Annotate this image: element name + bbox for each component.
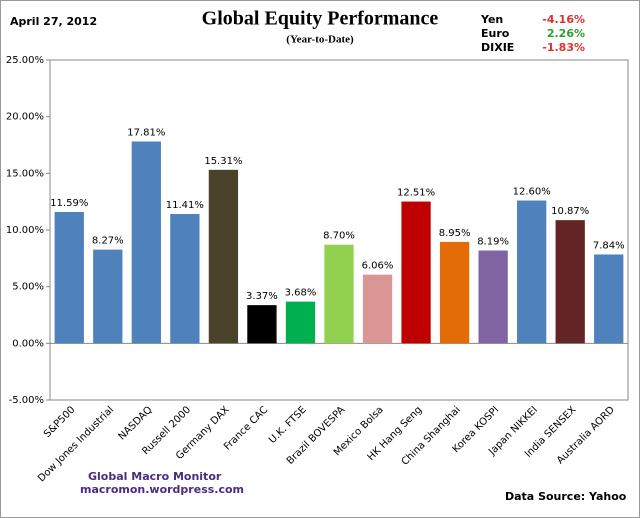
y-tick-label: 15.00%	[6, 168, 44, 179]
bar	[478, 250, 508, 344]
value-label: 11.59%	[50, 198, 88, 209]
value-label: 3.68%	[285, 288, 317, 299]
date: April 27, 2012	[10, 15, 97, 28]
value-label: 3.37%	[246, 291, 278, 302]
bar	[54, 211, 84, 344]
value-label: 8.70%	[323, 231, 355, 242]
bar	[285, 301, 316, 344]
currency-value: -1.83%	[542, 41, 585, 54]
currency-value: -4.16%	[542, 13, 585, 26]
currency-name: DIXIE	[481, 41, 514, 54]
bar	[555, 220, 585, 344]
y-tick-label: 20.00%	[6, 112, 44, 123]
bar	[170, 214, 200, 344]
value-label: 8.27%	[92, 236, 124, 247]
value-label: 8.95%	[439, 228, 471, 239]
value-label: 12.51%	[397, 188, 435, 199]
footer-url: macromon.wordpress.com	[80, 483, 244, 496]
bar	[439, 241, 470, 344]
currency-value: 2.26%	[547, 27, 585, 40]
bar	[517, 200, 547, 344]
bar	[324, 244, 354, 344]
footer-source: Global Macro Monitor	[88, 470, 222, 483]
currency-name: Euro	[481, 27, 510, 40]
value-label: 6.06%	[362, 261, 394, 272]
value-label: 8.19%	[477, 237, 509, 248]
bar	[131, 141, 161, 344]
y-tick-label: 25.00%	[6, 55, 44, 66]
data-source: Data Source: Yahoo	[505, 490, 627, 503]
bar	[362, 274, 393, 344]
y-tick-label: 5.00%	[12, 282, 44, 293]
value-label: 17.81%	[127, 127, 165, 138]
bar	[401, 201, 431, 344]
value-label: 10.87%	[551, 206, 589, 217]
y-tick-label: -5.00%	[9, 395, 44, 406]
value-label: 12.60%	[513, 187, 551, 198]
y-tick-label: 0.00%	[12, 338, 44, 349]
bar	[208, 169, 239, 344]
bar	[93, 249, 123, 344]
y-tick-label: 10.00%	[6, 225, 44, 236]
value-label: 11.41%	[166, 200, 204, 211]
bar	[247, 305, 277, 344]
value-label: 7.84%	[593, 240, 625, 251]
value-label: 15.31%	[204, 156, 242, 167]
currency-name: Yen	[480, 13, 503, 26]
chart-subtitle: (Year-to-Date)	[286, 34, 354, 46]
bar	[594, 254, 624, 344]
chart-title: Global Equity Performance	[202, 8, 439, 30]
